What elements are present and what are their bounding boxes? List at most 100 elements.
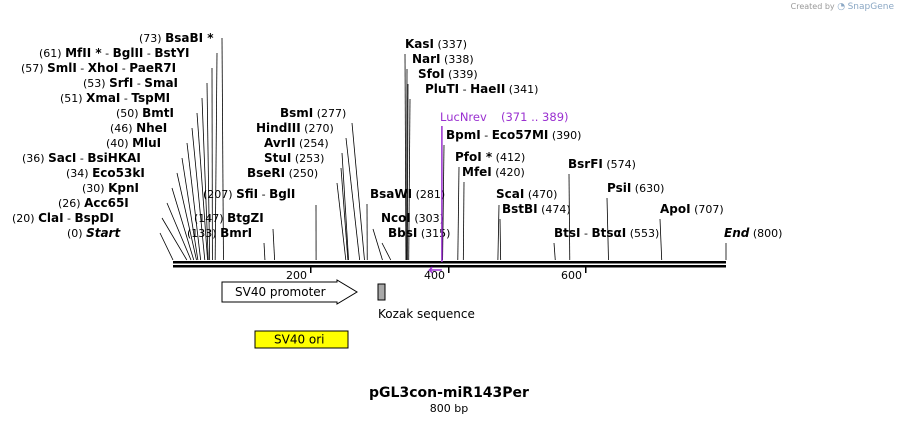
enzyme-name: XmaI (86, 91, 120, 105)
site-label[interactable]: (133) BmrI (187, 226, 252, 240)
site-position: (707) (691, 203, 724, 216)
site-label[interactable]: AvrII (254) (264, 136, 329, 150)
site-label[interactable]: BtsI - BtsαI (553) (554, 226, 659, 240)
backbone-bottom (173, 265, 726, 268)
site-label[interactable]: SfoI (339) (418, 67, 478, 81)
feature-kozak[interactable]: Kozak sequence (377, 283, 475, 321)
site-position: (303) (411, 212, 444, 225)
leader-line (181, 157, 199, 261)
leader-lines (159, 37, 727, 261)
site-separator: - (481, 129, 492, 142)
site-label[interactable]: BsmI (277) (280, 106, 346, 120)
site-label[interactable]: PfoI * (412) (455, 150, 525, 164)
site-position: (133) (187, 227, 220, 240)
site-label[interactable]: (50) BmtI (116, 106, 174, 120)
site-position: (470) (524, 188, 557, 201)
ruler-tick-200 (310, 267, 312, 273)
site-label[interactable]: End (800) (724, 226, 782, 240)
site-label[interactable]: BstBI (474) (502, 202, 571, 216)
site-label[interactable]: (207) SfiI - BglI (203, 187, 295, 201)
site-separator: - (459, 83, 470, 96)
primer-lucnrev[interactable]: LucNrev (371 .. 389) (427, 110, 569, 274)
site-label[interactable]: MfeI (420) (462, 165, 525, 179)
site-label[interactable]: HindIII (270) (256, 121, 334, 135)
site-label[interactable]: StuI (253) (264, 151, 324, 165)
leader-line (161, 217, 188, 261)
enzyme-name: PluTI (425, 82, 459, 96)
feature-sv40-ori[interactable]: SV40 ori (254, 330, 349, 349)
leader-line (553, 242, 556, 261)
site-label[interactable]: (61) MfII * - BglII - BstYI (39, 46, 190, 60)
site-separator: - (120, 92, 131, 105)
enzyme-name: XhoI (88, 61, 119, 75)
site-label[interactable]: (30) KpnI (82, 181, 139, 195)
site-position: (50) (116, 107, 142, 120)
site-position: (390) (548, 129, 581, 142)
site-position: (207) (203, 188, 236, 201)
site-label[interactable]: (26) Acc65I (58, 196, 129, 210)
site-label[interactable]: PluTI - HaeII (341) (425, 82, 538, 96)
enzyme-name: NcoI (381, 211, 411, 225)
leader-line (341, 152, 349, 261)
enzyme-name: SmaI (144, 76, 178, 90)
leader-line (336, 182, 347, 261)
enzyme-name: BtgZI (227, 211, 264, 225)
site-position: (26) (58, 197, 84, 210)
site-label[interactable]: BbsI (315) (388, 226, 450, 240)
site-separator: - (133, 77, 144, 90)
site-separator: - (581, 227, 592, 240)
enzyme-name: AvrII (264, 136, 296, 150)
site-separator: - (77, 62, 88, 75)
site-label[interactable]: BpmI - Eco57MI (390) (446, 128, 581, 142)
site-position: (270) (301, 122, 334, 135)
site-label[interactable]: (0) Start (67, 226, 121, 240)
site-position: (73) (139, 32, 165, 45)
primer-name: LucNrev (440, 110, 487, 124)
site-label[interactable]: BseRI (250) (247, 166, 318, 180)
site-label[interactable]: PsiI (630) (607, 181, 664, 195)
leader-line (272, 228, 276, 261)
leader-line (214, 52, 218, 261)
site-position: (20) (12, 212, 38, 225)
site-label[interactable]: ScaI (470) (496, 187, 557, 201)
site-label[interactable]: (57) SmlI - XhoI - PaeR7I (21, 61, 176, 75)
site-label[interactable]: NcoI (303) (381, 211, 444, 225)
credit-logo-text: SnapGene (847, 2, 894, 12)
site-position: (337) (434, 38, 467, 51)
site-label[interactable]: BsrFI (574) (568, 157, 636, 171)
leader-line (171, 187, 195, 261)
site-position: (40) (106, 137, 132, 150)
site-label[interactable]: (20) ClaI - BspDI (12, 211, 114, 225)
site-label[interactable]: (53) SrfI - SmaI (83, 76, 178, 90)
leader-line (406, 83, 409, 261)
site-label[interactable]: ApoI (707) (660, 202, 724, 216)
enzyme-name: KpnI (108, 181, 139, 195)
leader-line (606, 197, 609, 261)
enzyme-name: MfeI (462, 165, 492, 179)
site-label[interactable]: (40) MluI (106, 136, 161, 150)
site-label[interactable]: (51) XmaI - TspMI (60, 91, 170, 105)
site-label[interactable]: (73) BsaBI * (139, 31, 214, 45)
site-label[interactable]: (36) SacI - BsiHKAI (22, 151, 141, 165)
site-label[interactable]: (34) Eco53kI (66, 166, 145, 180)
enzyme-name: BsaBI * (165, 31, 214, 45)
leader-line (196, 112, 208, 261)
site-label[interactable]: (147) BtgZI (194, 211, 264, 225)
leader-line (408, 98, 411, 261)
leader-line (351, 122, 365, 261)
site-label[interactable]: NarI (338) (412, 52, 474, 66)
enzyme-name: KasI (405, 37, 434, 51)
leader-line (497, 204, 500, 261)
enzyme-name: SfiI (236, 187, 258, 201)
leader-line (159, 232, 174, 261)
leader-line (404, 53, 407, 261)
site-position: (0) (67, 227, 86, 240)
enzyme-name: HaeII (470, 82, 505, 96)
snapgene-credit: Created by ◔ SnapGene (791, 2, 894, 12)
site-label[interactable]: (46) NheI (110, 121, 167, 135)
feature-sv40-promoter[interactable]: SV40 promoter (221, 279, 358, 305)
site-position: (574) (603, 158, 636, 171)
site-label[interactable]: KasI (337) (405, 37, 467, 51)
site-position: (474) (538, 203, 571, 216)
site-label[interactable]: BsaWI (281) (370, 187, 445, 201)
